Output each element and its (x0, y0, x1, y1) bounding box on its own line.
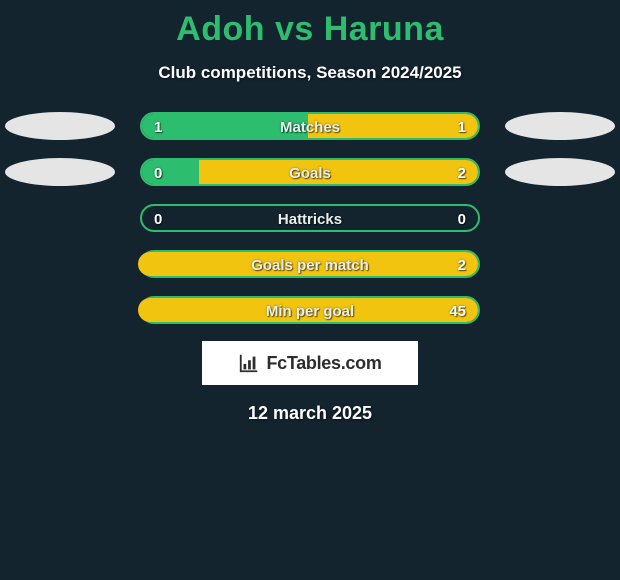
metric-bar-right-fill (308, 114, 478, 138)
comparison-infographic: Adoh vs Haruna Club competitions, Season… (0, 0, 620, 580)
metric-row: Goals02 (0, 157, 620, 187)
metric-bar-left-fill (142, 160, 203, 184)
chart-icon (238, 352, 260, 374)
metric-value-left: 0 (154, 160, 162, 188)
metric-bar: Min per goal45 (140, 296, 480, 324)
metrics-list: Matches11Goals02Hattricks00Goals per mat… (0, 111, 620, 325)
metric-value-right: 2 (458, 252, 466, 280)
metric-bar: Hattricks0 0 (140, 204, 480, 232)
source-badge: FcTables.com (202, 341, 418, 385)
metric-bar-right-fill (138, 252, 478, 276)
metric-value-right: 1 (458, 114, 466, 142)
metric-row: Goals per match2 (0, 249, 620, 279)
metric-value-right: 45 (449, 298, 466, 326)
metric-row: Hattricks0 0 (0, 203, 620, 233)
metric-value-right: 2 (458, 160, 466, 188)
subtitle: Club competitions, Season 2024/2025 (0, 63, 620, 83)
metric-value-left: 1 (154, 114, 162, 142)
metric-value-left: 0 (154, 206, 162, 234)
player-right-photo (505, 112, 615, 140)
metric-bar-right-fill (138, 298, 478, 322)
metric-label: Hattricks (142, 206, 478, 234)
metric-row: Matches11 (0, 111, 620, 141)
page-title: Adoh vs Haruna (0, 0, 620, 49)
metric-bar-left-fill (142, 114, 312, 138)
source-badge-text: FcTables.com (266, 353, 381, 374)
date-label: 12 march 2025 (0, 403, 620, 424)
metric-bar-right-fill (199, 160, 478, 184)
player-left-photo (5, 158, 115, 186)
metric-value-right: 0 (458, 206, 466, 234)
player-left-photo (5, 112, 115, 140)
metric-bar: Goals per match2 (140, 250, 480, 278)
metric-row: Min per goal45 (0, 295, 620, 325)
metric-bar: Goals02 (140, 158, 480, 186)
player-right-photo (505, 158, 615, 186)
metric-bar: Matches11 (140, 112, 480, 140)
